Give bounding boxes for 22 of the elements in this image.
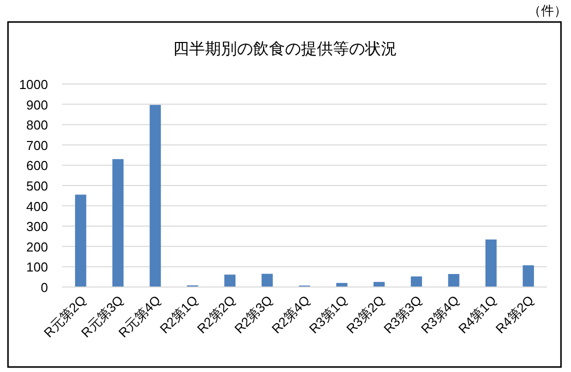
bar xyxy=(75,194,86,287)
y-tick-label: 800 xyxy=(26,118,48,133)
bar xyxy=(150,104,161,287)
y-tick-label: 0 xyxy=(40,280,48,295)
chart-title: 四半期別の飲食の提供等の状況 xyxy=(173,40,397,58)
y-tick-label: 300 xyxy=(26,219,48,234)
bar xyxy=(448,274,460,287)
y-tick-label: 900 xyxy=(26,97,48,112)
y-tick-label: 500 xyxy=(26,178,48,194)
bar xyxy=(112,159,124,287)
y-tick-label: 100 xyxy=(26,260,48,275)
y-tick-label: 200 xyxy=(26,239,48,254)
bar xyxy=(410,276,422,287)
y-tick-label: 1000 xyxy=(19,77,48,92)
text: （件） xyxy=(528,3,567,18)
y-tick-label: 700 xyxy=(26,138,48,153)
bar xyxy=(522,265,534,287)
bar xyxy=(485,240,497,287)
y-tick-label: 600 xyxy=(26,158,48,174)
bar xyxy=(262,274,273,287)
y-tick-label: 400 xyxy=(26,198,48,214)
bar xyxy=(224,274,236,287)
